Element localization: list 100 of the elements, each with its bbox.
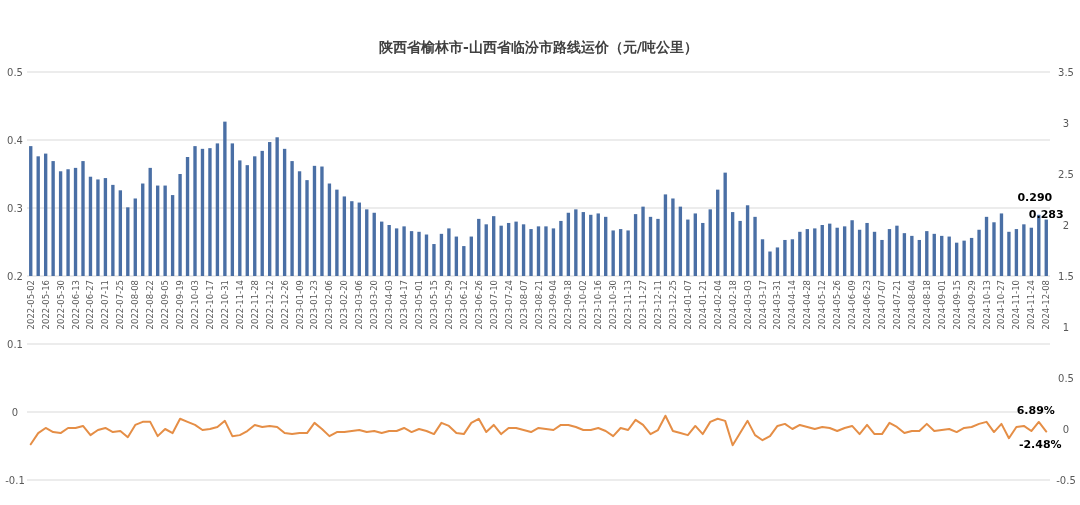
x-tick-label: 2022-11-14 bbox=[234, 280, 245, 330]
x-tick-label: 2022-05-02 bbox=[25, 280, 36, 330]
x-tick-label: 2023-02-20 bbox=[339, 280, 350, 330]
y-tick-label: 0.3 bbox=[7, 203, 23, 214]
x-tick-label: 2024-08-18 bbox=[921, 280, 932, 330]
x-tick-label: 2024-02-04 bbox=[712, 280, 723, 330]
x-tick-label: 2023-07-24 bbox=[503, 280, 514, 330]
bar bbox=[977, 229, 981, 276]
x-tick-label: 2022-09-05 bbox=[160, 280, 171, 330]
x-tick-label: 2023-01-09 bbox=[294, 280, 305, 330]
bar bbox=[36, 156, 40, 276]
x-tick-label: 2023-01-23 bbox=[309, 280, 320, 330]
x-tick-label: 2022-08-22 bbox=[145, 280, 156, 330]
x-tick-label: 2024-11-10 bbox=[1011, 280, 1022, 330]
bar bbox=[999, 213, 1004, 276]
x-tick-label: 2022-07-25 bbox=[115, 280, 126, 330]
bar bbox=[163, 185, 167, 276]
bar bbox=[521, 224, 526, 276]
x-tick-label: 2023-05-01 bbox=[414, 280, 425, 330]
y-tick-label: 0.2 bbox=[7, 271, 23, 282]
bar bbox=[574, 209, 578, 276]
x-tick-label: 2023-05-15 bbox=[428, 280, 439, 330]
bar bbox=[253, 156, 257, 276]
x-tick-label: 2023-10-30 bbox=[608, 280, 619, 330]
x-tick-label: 2024-03-03 bbox=[742, 280, 753, 330]
bar bbox=[402, 226, 406, 276]
x-tick-label: 2023-03-20 bbox=[369, 280, 380, 330]
bar bbox=[686, 219, 690, 276]
x-tick-label: 2024-06-09 bbox=[847, 280, 858, 330]
x-tick-label: 2022-10-31 bbox=[219, 280, 230, 330]
x-tick-label: 2024-01-21 bbox=[697, 280, 708, 330]
bar bbox=[238, 160, 242, 276]
y2-tick-label: 2.5 bbox=[1058, 169, 1074, 180]
bar bbox=[992, 222, 996, 276]
x-tick-label: 2023-12-25 bbox=[667, 280, 678, 330]
bar bbox=[790, 239, 795, 276]
x-tick-label: 2024-11-24 bbox=[1026, 280, 1037, 330]
bar bbox=[850, 220, 854, 276]
bar bbox=[208, 148, 212, 276]
bar bbox=[51, 161, 55, 276]
bar bbox=[492, 216, 496, 276]
x-tick-label: 2022-08-08 bbox=[130, 280, 141, 330]
x-tick-label: 2022-07-11 bbox=[100, 280, 111, 330]
x-tick-label: 2023-05-29 bbox=[443, 280, 454, 330]
y2-tick-label: -0.5 bbox=[1056, 475, 1076, 486]
x-tick-label: 2023-04-17 bbox=[399, 280, 410, 330]
bar bbox=[342, 196, 347, 276]
x-tick-label: 2022-06-13 bbox=[70, 280, 81, 330]
bar bbox=[641, 206, 645, 276]
x-tick-label: 2024-08-04 bbox=[906, 280, 917, 330]
x-tick-label: 2024-07-07 bbox=[876, 280, 887, 330]
bar bbox=[656, 218, 660, 276]
x-tick-label: 2022-05-16 bbox=[40, 280, 51, 330]
bar bbox=[626, 230, 630, 276]
bar bbox=[193, 146, 197, 276]
x-tick-label: 2022-11-28 bbox=[249, 280, 260, 330]
y2-tick-label: 3 bbox=[1062, 118, 1070, 129]
bar bbox=[66, 169, 70, 276]
x-tick-label: 2024-07-21 bbox=[891, 280, 902, 330]
bar bbox=[962, 240, 966, 276]
bar bbox=[1007, 231, 1011, 276]
x-tick-label: 2024-10-13 bbox=[981, 280, 992, 330]
bar bbox=[335, 189, 339, 276]
y2-tick-label: 3.5 bbox=[1058, 67, 1074, 78]
bar bbox=[798, 231, 802, 276]
data-label: 6.89% bbox=[1016, 403, 1055, 417]
bar bbox=[611, 230, 615, 276]
x-tick-label: 2024-02-18 bbox=[727, 280, 738, 330]
x-tick-label: 2022-05-30 bbox=[55, 280, 66, 330]
bar bbox=[462, 246, 466, 276]
y2-tick-label: 1 bbox=[1062, 322, 1070, 333]
bar bbox=[81, 161, 85, 276]
x-tick-label: 2023-08-07 bbox=[518, 280, 529, 330]
x-tick-label: 2023-12-11 bbox=[652, 280, 663, 330]
data-label: 0.283 bbox=[1028, 207, 1064, 221]
x-tick-label: 2022-09-19 bbox=[175, 280, 186, 330]
y-tick-label: 0.5 bbox=[7, 67, 23, 78]
data-label: 0.290 bbox=[1017, 190, 1053, 204]
bar bbox=[880, 239, 884, 276]
bar bbox=[290, 161, 294, 276]
bar bbox=[178, 174, 182, 276]
x-tick-label: 2024-09-15 bbox=[951, 280, 962, 330]
x-tick-label: 2024-03-31 bbox=[772, 280, 783, 330]
bar bbox=[432, 244, 436, 276]
x-tick-label: 2024-03-17 bbox=[757, 280, 768, 330]
bar bbox=[723, 172, 727, 276]
bar bbox=[223, 121, 227, 276]
y-tick-label: 0 bbox=[11, 407, 19, 418]
bar bbox=[499, 225, 503, 276]
bar bbox=[671, 198, 675, 276]
bar bbox=[305, 180, 309, 276]
x-tick-label: 2022-12-12 bbox=[264, 280, 275, 330]
bar bbox=[544, 226, 548, 276]
x-tick-label: 2023-06-26 bbox=[473, 280, 484, 330]
bar bbox=[394, 228, 399, 276]
bar bbox=[133, 198, 137, 276]
x-tick-label: 2024-12-08 bbox=[1041, 280, 1052, 330]
bar bbox=[417, 231, 421, 276]
bar bbox=[536, 226, 541, 276]
x-tick-label: 2022-12-26 bbox=[279, 280, 290, 330]
